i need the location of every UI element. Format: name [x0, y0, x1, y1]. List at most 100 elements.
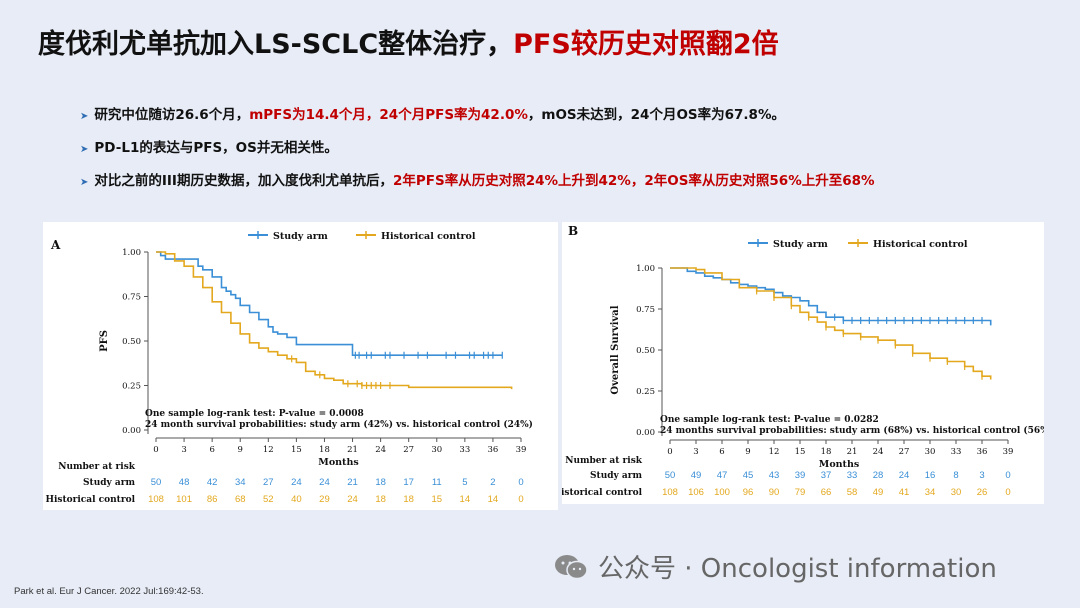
risk-cell: 101 [176, 494, 192, 505]
bullet-highlight-text: 2年PFS率从历史对照24%上升到42%，2年OS率从历史对照56%上升至68% [392, 173, 875, 189]
km-curve-historical-control [156, 251, 513, 390]
y-tick-label: 0.50 [636, 346, 655, 356]
risk-cell: 0 [1005, 487, 1010, 498]
x-tick-label: 24 [375, 445, 386, 455]
bullet-text: 对比之前的III期历史数据，加入度伐利尤单抗后， [94, 173, 393, 189]
risk-cell: 43 [769, 470, 780, 481]
x-tick-label: 30 [431, 445, 442, 455]
risk-cell: 108 [148, 494, 164, 505]
panel-label: B [568, 224, 578, 238]
risk-cell: 8 [953, 470, 958, 481]
risk-cell: 34 [235, 477, 246, 488]
risk-cell: 40 [291, 494, 302, 505]
risk-cell: 45 [743, 470, 754, 481]
risk-table-header: Number at risk [58, 462, 136, 472]
risk-cell: 66 [821, 487, 832, 498]
y-tick-label: 1.00 [636, 264, 655, 274]
risk-cell: 90 [769, 487, 780, 498]
x-tick-label: 30 [925, 447, 936, 457]
x-tick-label: 15 [291, 445, 302, 455]
risk-cell: 29 [319, 494, 330, 505]
wechat-icon [555, 554, 588, 579]
title-main: 度伐利尤单抗加入LS-SCLC整体治疗， [38, 29, 514, 60]
chart-panel-a: A Study arm Historical control 0.00 0.25 0.50… [43, 222, 558, 510]
citation: Park et al. Eur J Cancer. 2022 Jul:169:4… [14, 586, 204, 597]
chart-panel-b: B Study arm Historical control 0.00 0.25 0.50… [562, 222, 1044, 504]
bullet-text: ，mOS未达到，24个月OS率为67.8%。 [527, 107, 785, 123]
annotation-pvalue: One sample log-rank test: P-value = 0.00… [145, 409, 364, 419]
km-curve-study-arm [670, 267, 992, 326]
x-tick-label: 33 [459, 445, 470, 455]
bullet-text: 研究中位随访26.6个月， [94, 107, 250, 123]
risk-cell: 30 [951, 487, 962, 498]
risk-cell: 27 [263, 477, 274, 488]
x-axis-label: Months [819, 459, 859, 470]
x-tick-label: 18 [319, 445, 330, 455]
risk-cell: 24 [319, 477, 330, 488]
km-plot-os: B Study arm Historical control 0.00 0.25 0.50… [562, 224, 1044, 498]
risk-cell: 28 [873, 470, 884, 481]
x-tick-label: 18 [821, 447, 832, 457]
y-tick-label: 0.50 [122, 337, 141, 347]
risk-table-header: Number at risk [565, 456, 643, 466]
annotation-survival: 24 months survival probabilities: study … [660, 425, 1044, 436]
x-tick-label: 6 [719, 447, 724, 457]
legend-label: Historical control [381, 231, 476, 242]
y-tick-label: 0.25 [636, 387, 655, 397]
bullet-item: ➤ PD-L1的表达与PFS，OS并无相关性。 [80, 135, 875, 168]
risk-cell: 16 [925, 470, 936, 481]
risk-cell: 33 [847, 470, 858, 481]
risk-cell: 42 [207, 477, 218, 488]
x-tick-label: 9 [745, 447, 750, 457]
risk-cell: 96 [743, 487, 754, 498]
risk-cell: 14 [488, 494, 499, 505]
risk-cell: 34 [925, 487, 936, 498]
x-tick-label: 3 [693, 447, 698, 457]
risk-cell: 50 [151, 477, 162, 488]
risk-cell: 3 [979, 470, 984, 481]
bullet-item: ➤ 对比之前的III期历史数据，加入度伐利尤单抗后，2年PFS率从历史对照24%上… [80, 168, 875, 201]
risk-cell: 15 [431, 494, 442, 505]
risk-cell: 52 [263, 494, 274, 505]
risk-row-label: Study arm [83, 478, 135, 488]
km-curve-study-arm [156, 251, 503, 356]
y-tick-label: 0.25 [122, 382, 141, 392]
risk-cell: 106 [688, 487, 704, 498]
x-tick-label: 21 [847, 447, 858, 457]
risk-cell: 21 [347, 477, 358, 488]
risk-row-label: Historical control [562, 488, 643, 498]
x-tick-label: 12 [769, 447, 780, 457]
bullet-arrow-icon: ➤ [80, 144, 89, 155]
x-tick-label: 3 [181, 445, 186, 455]
x-tick-label: 36 [977, 447, 988, 457]
risk-cell: 79 [795, 487, 806, 498]
x-tick-label: 39 [516, 445, 527, 455]
risk-cell: 49 [691, 470, 702, 481]
x-tick-label: 9 [238, 445, 243, 455]
panel-label: A [50, 238, 61, 252]
legend-label: Study arm [273, 231, 328, 242]
risk-cell: 18 [375, 494, 386, 505]
watermark: 公众号 · Oncologist information [554, 548, 997, 585]
risk-cell: 24 [899, 470, 910, 481]
km-curve-historical-control [670, 267, 992, 380]
risk-cell: 0 [518, 494, 523, 505]
bullet-arrow-icon: ➤ [80, 111, 89, 122]
risk-cell: 5 [462, 477, 467, 488]
y-tick-label: 0.75 [636, 305, 655, 315]
legend-label: Study arm [773, 239, 828, 250]
risk-cell: 47 [717, 470, 728, 481]
x-tick-label: 36 [488, 445, 499, 455]
km-plot-pfs: A Study arm Historical control 0.00 0.25 0.50… [45, 231, 533, 505]
risk-cell: 39 [795, 470, 806, 481]
x-tick-label: 15 [795, 447, 806, 457]
bullet-arrow-icon: ➤ [80, 177, 89, 188]
risk-cell: 50 [665, 470, 676, 481]
risk-cell: 49 [873, 487, 884, 498]
risk-cell: 26 [977, 487, 988, 498]
x-tick-label: 33 [951, 447, 962, 457]
risk-cell: 14 [460, 494, 471, 505]
risk-cell: 68 [235, 494, 246, 505]
x-tick-label: 0 [667, 447, 672, 457]
bullet-list: ➤ 研究中位随访26.6个月，mPFS为14.4个月，24个月PFS率为42.0%… [80, 102, 875, 201]
